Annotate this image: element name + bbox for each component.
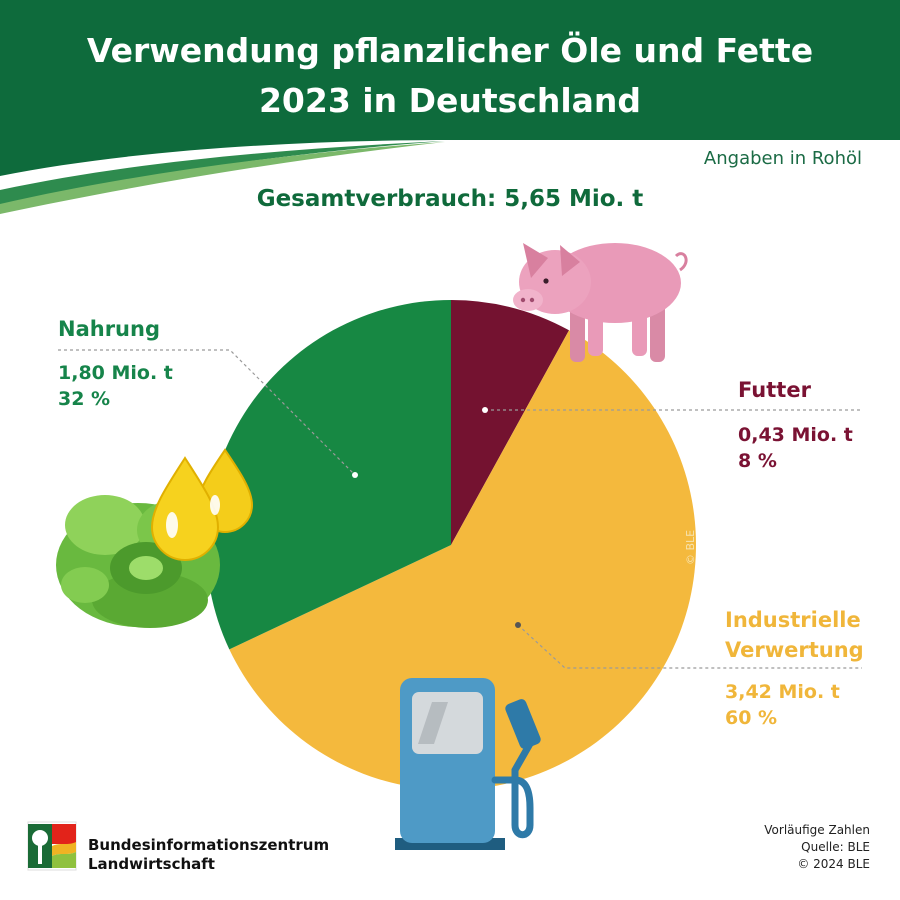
leader-nahrung	[58, 349, 356, 476]
unit-note: Angaben in Rohöl	[703, 148, 862, 169]
label-industrie-percent: 60 %	[725, 707, 778, 729]
pie-slice-industrie	[229, 330, 696, 790]
label-futter-percent: 8 %	[738, 450, 777, 472]
header-band	[0, 0, 900, 176]
dot-futter	[482, 407, 488, 413]
fuel-pump-icon	[395, 678, 541, 850]
dot-industrie	[515, 622, 521, 628]
watermark: © BLE	[684, 529, 697, 565]
ble-logo-icon	[27, 821, 77, 871]
label-industrie-amount: 3,42 Mio. t	[725, 681, 840, 703]
label-futter-amount: 0,43 Mio. t	[738, 424, 853, 446]
oil-drops-icon	[150, 448, 254, 561]
source-line-1: Vorläufige Zahlen	[764, 823, 870, 837]
chart-title: Verwendung pflanzlicher Öle und Fette 20…	[0, 26, 900, 126]
label-industrie-name: Industrielle Verwertung	[725, 605, 864, 665]
brand-line-2: Landwirtschaft	[88, 855, 215, 873]
label-industrie-name-line-2: Verwertung	[725, 638, 864, 662]
pie-slice-futter	[451, 300, 570, 545]
label-industrie-values: 3,42 Mio. t 60 %	[725, 679, 840, 731]
pig-icon	[513, 243, 688, 362]
label-nahrung-values: 1,80 Mio. t 32 %	[58, 360, 173, 412]
source-line-3: © 2024 BLE	[797, 857, 870, 871]
title-line-2: 2023 in Deutschland	[258, 81, 642, 120]
brand-name: Bundesinformationszentrum Landwirtschaft	[88, 836, 329, 874]
label-industrie-name-line-1: Industrielle	[725, 608, 861, 632]
source-line-2: Quelle: BLE	[801, 840, 870, 854]
label-nahrung-name: Nahrung	[58, 317, 160, 341]
label-futter-values: 0,43 Mio. t 8 %	[738, 422, 853, 474]
label-futter-name: Futter	[738, 378, 811, 402]
title-line-1: Verwendung pflanzlicher Öle und Fette	[86, 31, 814, 70]
dot-nahrung	[352, 472, 358, 478]
brand-line-1: Bundesinformationszentrum	[88, 836, 330, 854]
source-note: Vorläufige Zahlen Quelle: BLE © 2024 BLE	[764, 822, 870, 873]
header-swoosh	[0, 141, 445, 210]
total-consumption: Gesamtverbrauch: 5,65 Mio. t	[256, 186, 644, 212]
label-nahrung-percent: 32 %	[58, 388, 111, 410]
label-nahrung-amount: 1,80 Mio. t	[58, 362, 173, 384]
